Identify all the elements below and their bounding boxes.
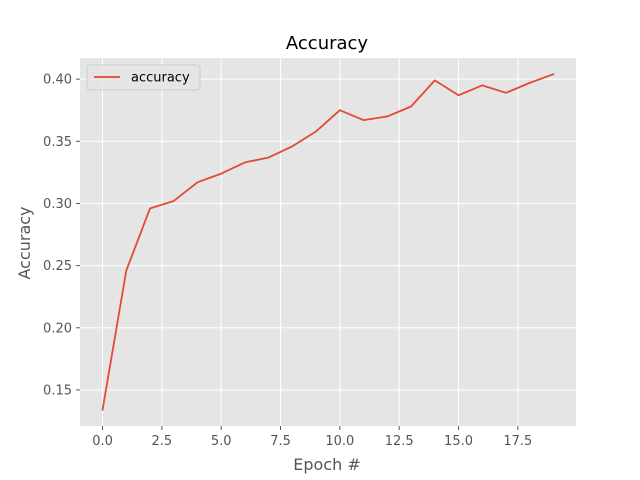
x-tick-label: 2.5 xyxy=(152,434,173,449)
y-tick-label: 0.20 xyxy=(43,321,72,336)
series-line-accuracy xyxy=(101,73,555,411)
x-tick-label: 5.0 xyxy=(211,434,232,449)
y-tick-label: 0.15 xyxy=(43,383,72,398)
y-tick-label: 0.35 xyxy=(43,135,72,150)
x-tick-label: 15.0 xyxy=(444,434,473,449)
x-tick-label: 12.5 xyxy=(385,434,414,449)
x-axis-label: Epoch # xyxy=(293,455,360,474)
y-tick-label: 0.40 xyxy=(43,73,72,88)
tick-marks: 0.0 2.5 5.0 7.5 10.0 12.5 15.0 17.5 0.15 0.20 0.25… xyxy=(43,73,532,449)
chart-title: Accuracy xyxy=(286,33,369,54)
grid-lines xyxy=(80,58,576,426)
x-tick-label: 10.0 xyxy=(325,434,354,449)
y-axis-label: Accuracy xyxy=(15,206,34,279)
x-tick-label: 17.5 xyxy=(503,434,532,449)
y-tick-label: 0.25 xyxy=(43,259,72,274)
plot-area xyxy=(80,58,576,426)
y-tick-label: 0.30 xyxy=(43,197,72,212)
series-layer xyxy=(101,73,555,411)
legend-label-accuracy: accuracy xyxy=(131,71,190,86)
x-tick-label: 7.5 xyxy=(270,434,291,449)
legend-box xyxy=(86,64,201,91)
x-tick-label: 0.0 xyxy=(92,434,113,449)
legend: accuracy xyxy=(86,64,201,91)
